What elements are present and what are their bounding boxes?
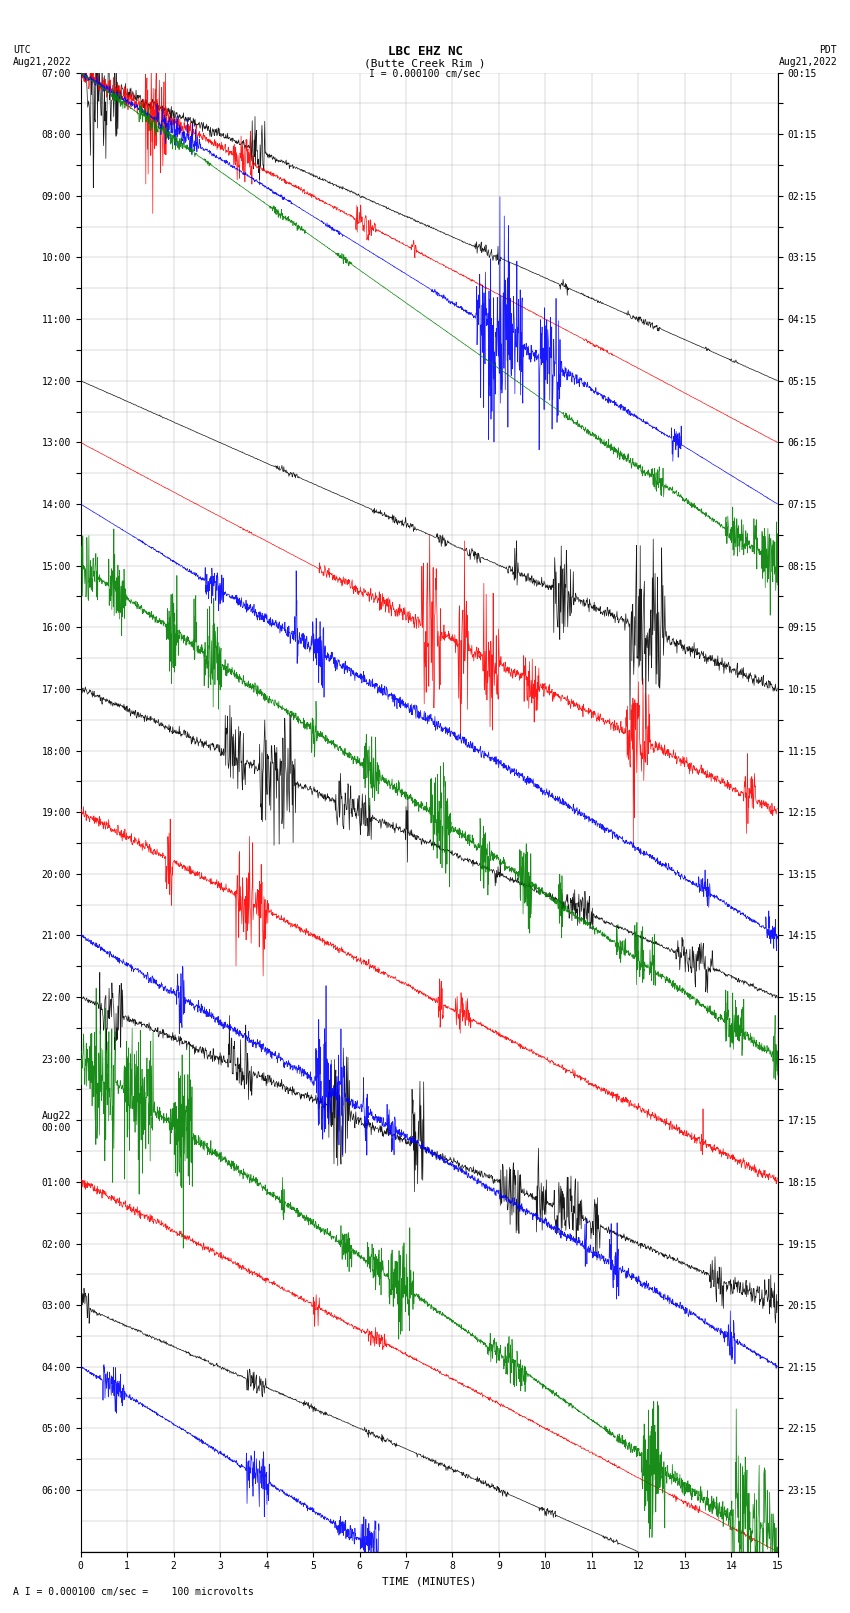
Text: (Butte Creek Rim ): (Butte Creek Rim ) [365, 58, 485, 68]
X-axis label: TIME (MINUTES): TIME (MINUTES) [382, 1578, 477, 1587]
Text: A I = 0.000100 cm/sec =    100 microvolts: A I = 0.000100 cm/sec = 100 microvolts [13, 1587, 253, 1597]
Text: UTC
Aug21,2022: UTC Aug21,2022 [13, 45, 71, 66]
Text: I = 0.000100 cm/sec: I = 0.000100 cm/sec [369, 69, 481, 79]
Text: LBC EHZ NC: LBC EHZ NC [388, 45, 462, 58]
Text: PDT
Aug21,2022: PDT Aug21,2022 [779, 45, 837, 66]
